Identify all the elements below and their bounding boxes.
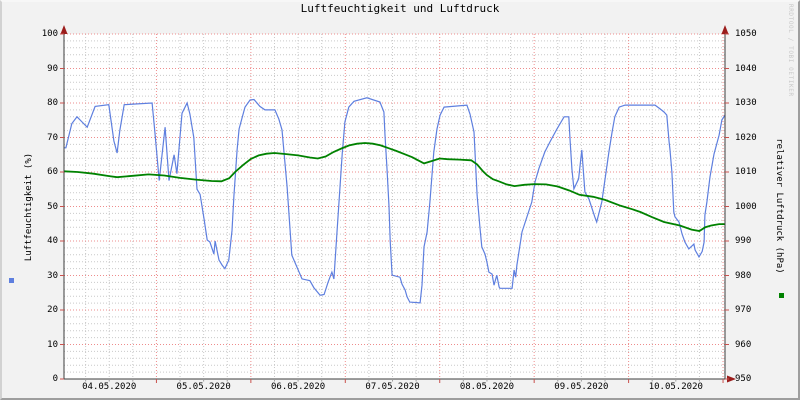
x-axis-date-label: 05.05.2020 (176, 382, 231, 392)
y-left-axis-title: Luftfeuchtigkeit (%) (24, 152, 34, 262)
y-left-tick-label: 30 (47, 270, 58, 281)
y-left-tick-label: 10 (47, 339, 58, 350)
minor-tick-marks (85, 379, 700, 382)
y-right-tick-label: 1020 (735, 132, 757, 143)
x-axis-date-label: 04.05.2020 (82, 382, 137, 392)
y-left-tick-label: 70 (47, 132, 58, 143)
y-right-axis-title: relativer Luftdruck (hPa) (774, 138, 784, 274)
y-left-tick-label: 50 (47, 201, 58, 212)
y-left-tick-label: 40 (47, 236, 58, 246)
y-left-tick-label: 100 (41, 29, 58, 39)
y-right-tick-label: 1030 (735, 98, 757, 108)
y-right-tick-label: 1000 (735, 201, 757, 212)
y-left-tick-label: 20 (47, 305, 58, 315)
y-right-tick-label: 1010 (735, 167, 757, 177)
humidity-line (64, 97, 725, 304)
x-axis-date-label: 08.05.2020 (459, 382, 515, 392)
major-grid (64, 33, 725, 379)
y-right-axis-arrow (721, 25, 729, 34)
y-left-tick-label: 90 (47, 63, 58, 74)
axes (61, 28, 730, 380)
tick-marks (60, 33, 729, 383)
y-right-tick-label: 1050 (735, 29, 757, 39)
x-axis-date-label: 09.05.2020 (554, 382, 609, 392)
humidity-legend-marker (9, 278, 14, 283)
y-left-axis-arrow (60, 25, 68, 34)
y-left-tick-label: 80 (47, 98, 58, 108)
y-right-tick-label: 1040 (735, 63, 757, 74)
minor-grid (64, 34, 725, 379)
y-left-tick-label: 60 (47, 167, 58, 177)
chart-title: Luftfeuchtigkeit und Luftdruck (300, 2, 500, 15)
y-right-tick-label: 990 (735, 236, 752, 246)
y-right-tick-label: 950 (735, 374, 752, 384)
y-left-tick-label: 0 (52, 374, 58, 384)
x-axis-date-label: 10.05.2020 (648, 382, 703, 392)
y-right-tick-label: 960 (735, 339, 752, 350)
x-axis-date-label: 07.05.2020 (365, 382, 420, 392)
pressure-line (64, 142, 725, 232)
x-axis-date-label: 06.05.2020 (270, 382, 326, 392)
x-axis-arrow (727, 375, 736, 383)
rrdtool-watermark: RRDTOOL / TOBI OETIKER (787, 4, 794, 97)
y-right-tick-label: 970 (735, 305, 752, 315)
y-right-tick-label: 980 (735, 270, 752, 281)
pressure-legend-marker (779, 293, 784, 298)
